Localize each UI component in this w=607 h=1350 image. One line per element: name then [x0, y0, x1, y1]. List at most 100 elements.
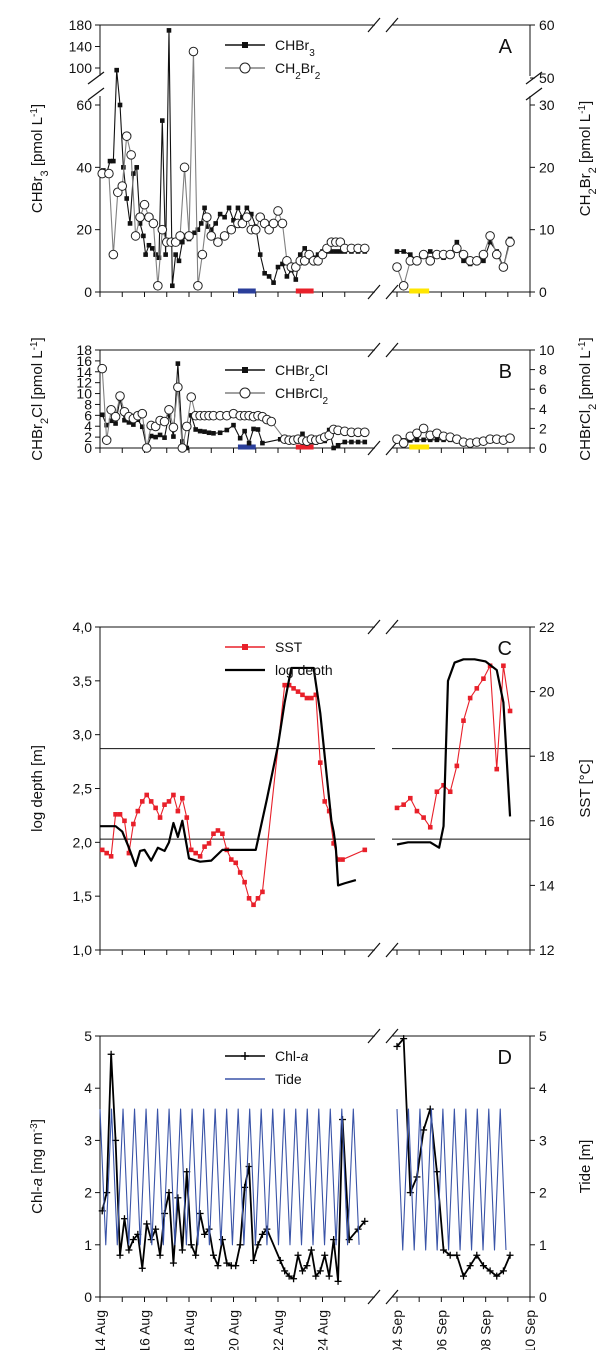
y-axis-label-part: -1: [29, 341, 40, 350]
data-point: [163, 252, 168, 257]
data-point: [262, 271, 267, 276]
y2-tick-label: 20: [539, 159, 555, 175]
data-point: [472, 256, 482, 266]
x-tick-label: 24 Aug: [315, 1310, 331, 1350]
data-point: [481, 676, 486, 681]
data-point: [266, 274, 272, 279]
y-tick-label: 0: [84, 284, 92, 300]
data-point: [176, 258, 182, 264]
panel-c: 1,0 1,5 2,0 2,5 3,0 3,5 4,0 12 14 16 18 20 22 log dep…: [29, 619, 594, 958]
data-point: [454, 763, 460, 769]
y-tick-label: 0: [84, 1289, 92, 1305]
y-tick-label: 4,0: [73, 619, 93, 635]
data-point: [251, 902, 256, 908]
data-point: [331, 445, 336, 451]
data-point: [293, 277, 299, 282]
data-point: [162, 435, 167, 440]
y-axis-label-part: Cl [pmol L: [29, 350, 46, 418]
data-point: [300, 692, 305, 698]
data-point: [164, 404, 174, 415]
data-point: [202, 205, 207, 211]
y-tick-label: 16: [76, 353, 92, 369]
data-point: [226, 205, 232, 211]
data-point: [213, 221, 218, 226]
y2-tick-label: 0: [539, 1289, 547, 1305]
data-point: [485, 231, 495, 241]
y-axis-label-part: 3: [39, 170, 51, 176]
y-tick-label: 6: [84, 407, 92, 423]
data-point: [277, 218, 288, 229]
y2-tick-label: 16: [539, 813, 555, 829]
y2-axis-label-part: [pmol L: [577, 350, 594, 403]
data-point: [104, 422, 109, 428]
x-tick-label: 18 Aug: [181, 1310, 197, 1350]
data-point: [198, 221, 204, 226]
data-point: [197, 249, 208, 260]
data-point: [108, 249, 119, 260]
data-point: [157, 432, 163, 438]
x-tick-label: 04 Sep: [389, 1310, 405, 1350]
y2-tick-label: 22: [539, 619, 555, 635]
data-point: [173, 252, 178, 257]
data-point: [166, 799, 172, 804]
data-point: [313, 692, 319, 698]
data-point: [135, 808, 141, 814]
data-point: [211, 431, 216, 436]
data-point: [170, 283, 175, 289]
data-point: [153, 805, 158, 811]
data-point: [126, 150, 136, 160]
y-axis-label-part: a: [29, 1178, 46, 1186]
data-point: [168, 422, 179, 433]
legend-label: Tide: [275, 1071, 302, 1087]
x-tick-label: 22 Aug: [270, 1310, 286, 1350]
y2-tick-label: 10: [539, 342, 555, 358]
axis-break-mark: [385, 619, 399, 635]
data-point: [193, 850, 198, 856]
legend-label-part: CHBr: [275, 362, 310, 378]
legend-marker: [239, 387, 251, 399]
y-tick-label: 2,5: [73, 781, 93, 797]
data-point: [186, 392, 197, 402]
y2-tick-label: 6: [539, 381, 547, 397]
y-axis-label-part: [mg m: [29, 1132, 46, 1178]
data-point: [184, 815, 190, 820]
data-point: [99, 847, 105, 853]
data-point: [202, 212, 212, 222]
y-axis-label-part: [pmol L: [29, 117, 46, 170]
data-point: [394, 805, 400, 811]
y2-axis-label: Tide [m]: [577, 1140, 594, 1194]
data-point: [117, 102, 123, 108]
axis-break-mark: [525, 87, 543, 101]
data-point: [454, 239, 460, 245]
y-axis-label-part: CHBr: [29, 176, 46, 213]
y2-axis-label-part: -1: [577, 105, 588, 114]
data-point: [141, 233, 146, 239]
data-point: [153, 434, 158, 440]
axis-break-mark: [385, 284, 399, 300]
y2-tick-label: 18: [539, 748, 555, 764]
data-point: [137, 408, 148, 419]
y2-axis-label: SST [°C]: [577, 759, 594, 817]
legend-marker: [242, 644, 248, 650]
x-tick-label: 06 Sep: [433, 1310, 449, 1350]
data-point: [394, 249, 400, 254]
data-point: [106, 404, 116, 415]
legend-label-part: 2: [295, 71, 301, 82]
data-point: [148, 218, 159, 229]
y2-tick-label: 2: [539, 420, 547, 436]
y-axis-label: log depth [m]: [29, 745, 46, 832]
data-point: [408, 795, 413, 801]
data-point: [434, 789, 440, 795]
y-tick-label: 18: [76, 342, 92, 358]
data-point: [197, 854, 203, 859]
data-point: [255, 427, 261, 432]
data-point: [268, 218, 279, 229]
data-point: [97, 363, 108, 374]
data-point: [322, 799, 328, 804]
data-point: [309, 695, 314, 701]
data-point: [425, 256, 436, 266]
legend-marker: [239, 62, 251, 74]
y2-axis-label-part: CHBrCl: [577, 410, 594, 461]
data-point: [205, 224, 211, 229]
axis-break-mark: [367, 619, 381, 635]
